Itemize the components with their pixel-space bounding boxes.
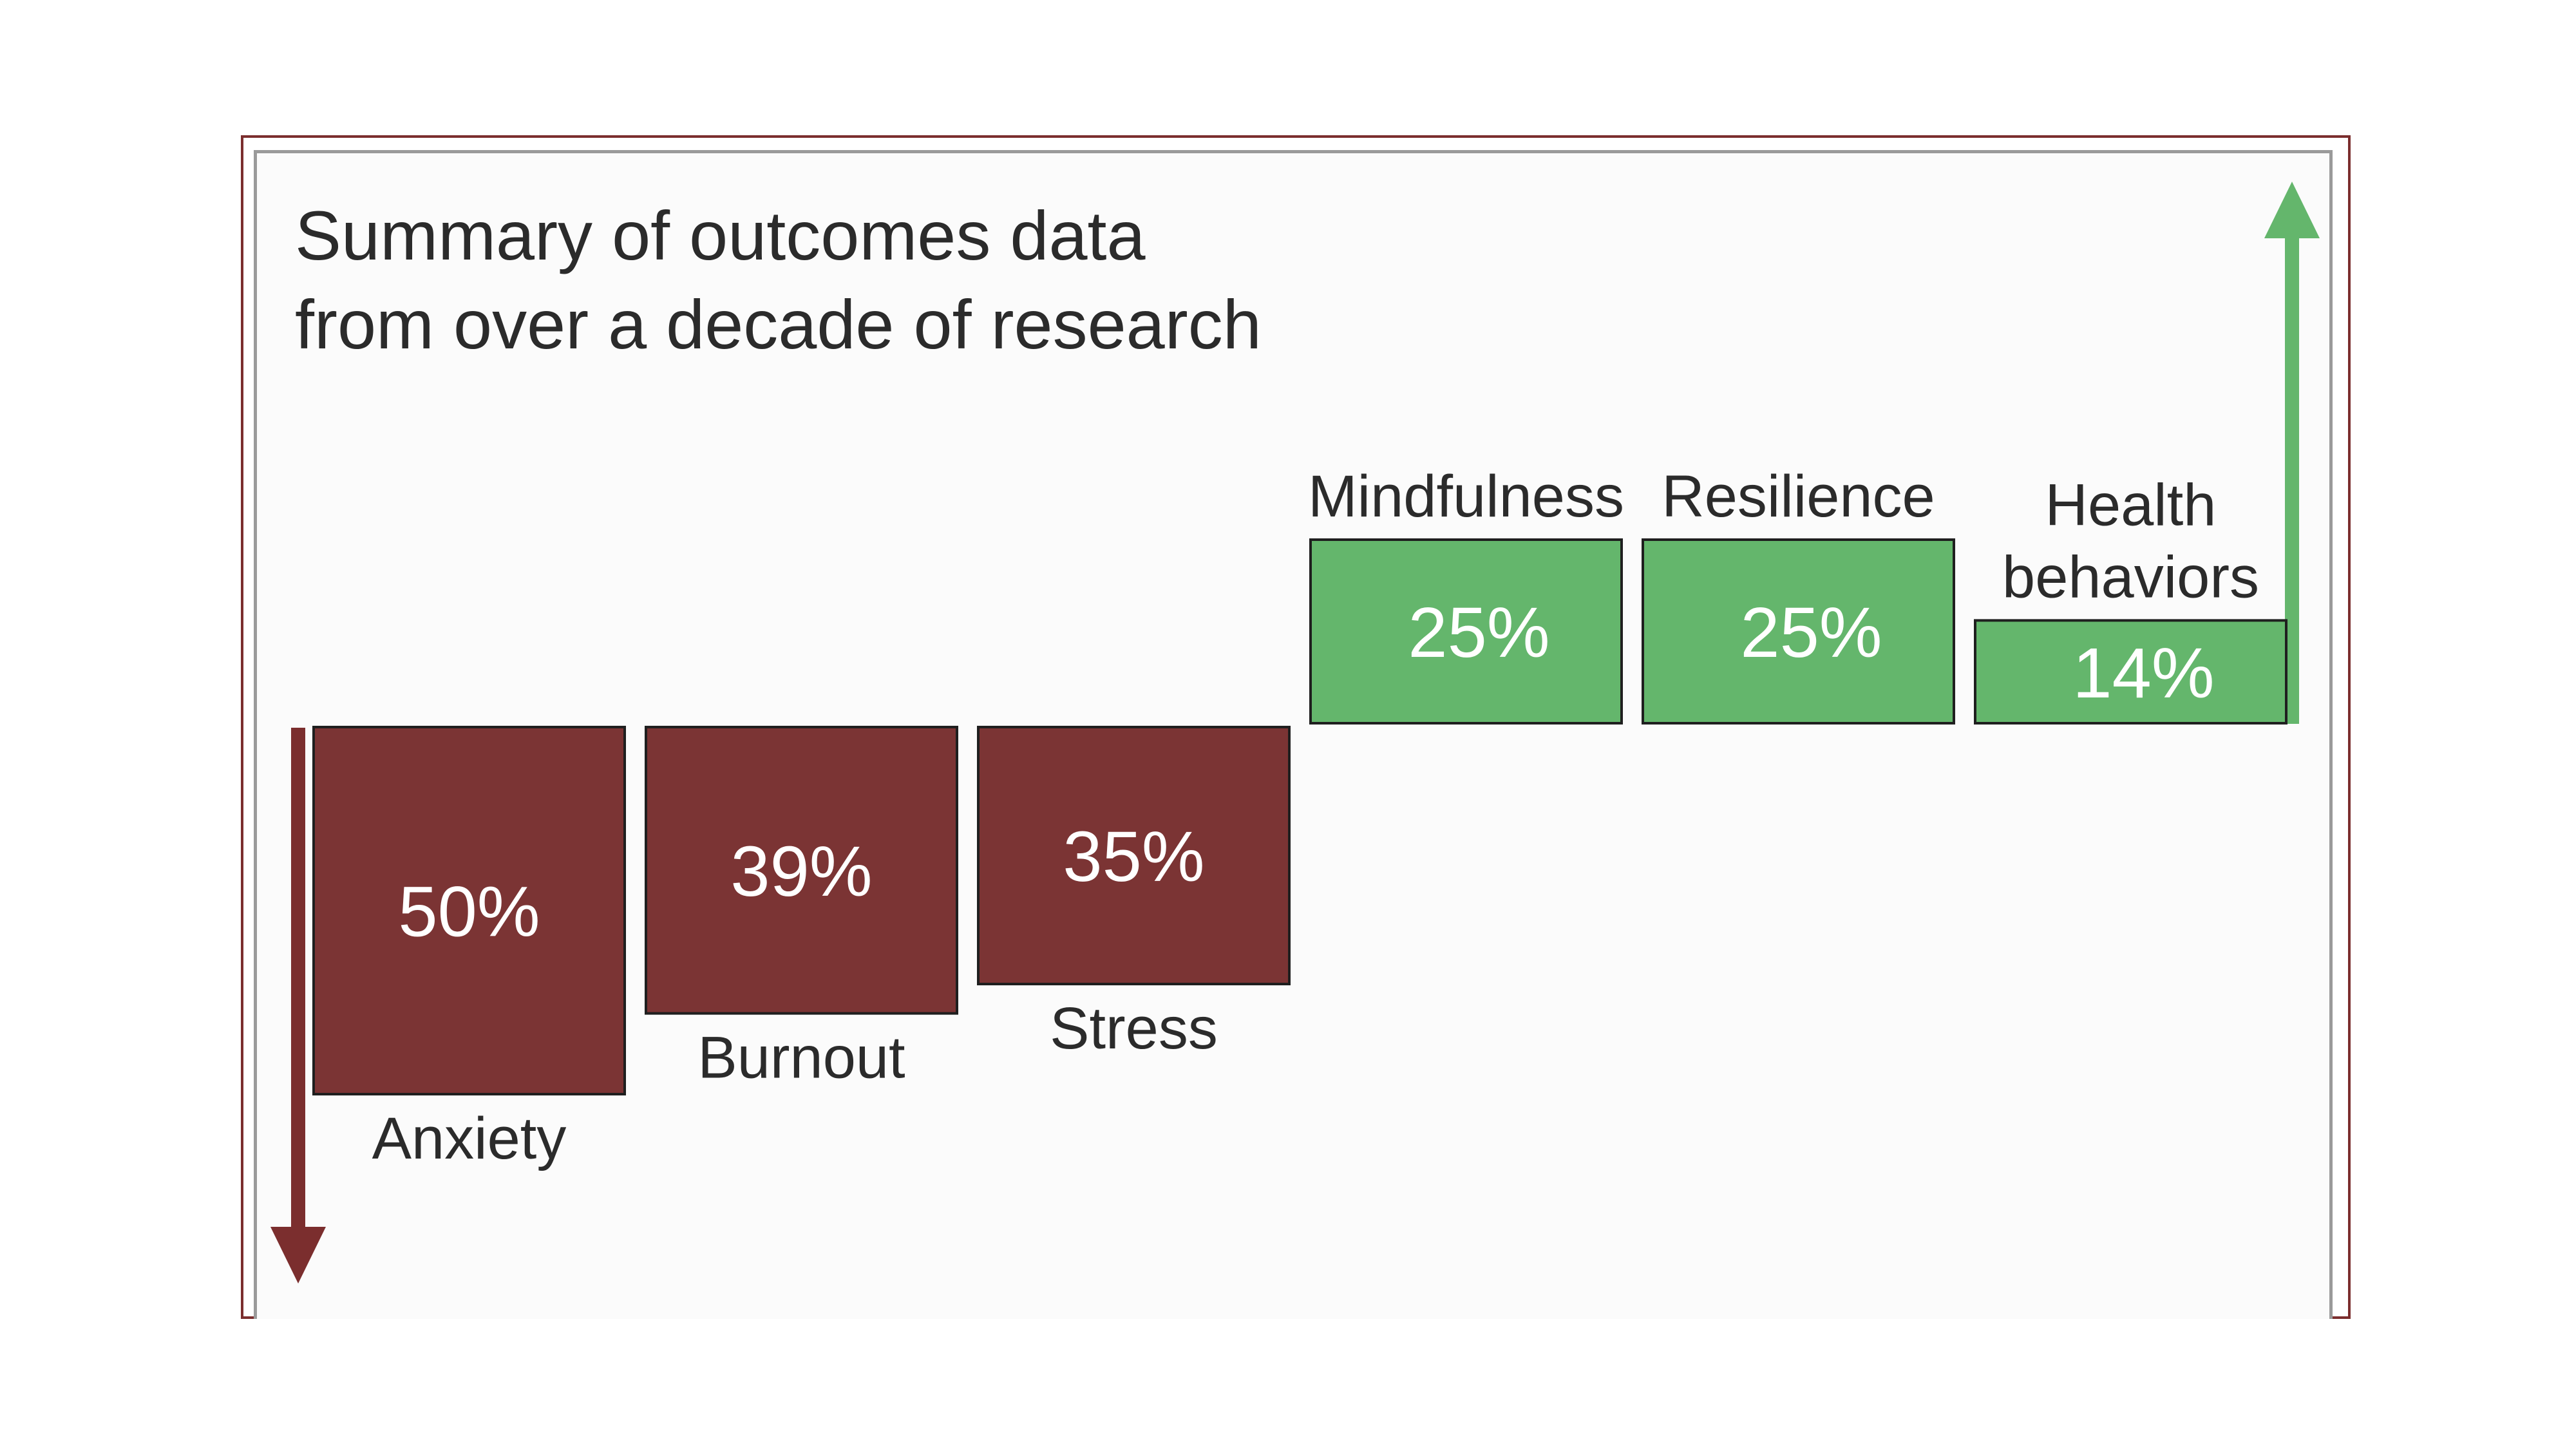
bar-burnout [645, 726, 958, 1015]
bar-stress [977, 726, 1291, 985]
value-label-health-behaviors: 14% [2072, 634, 2214, 713]
category-label-health-behaviors-line-1: Health [2045, 472, 2217, 538]
bar-health-behaviors [1974, 619, 2287, 725]
chart-title-line-2: from over a decade of research [295, 285, 1262, 363]
bar-anxiety [312, 726, 626, 1095]
value-label-resilience: 25% [1740, 593, 1882, 672]
category-label-anxiety: Anxiety [372, 1106, 567, 1171]
category-label-burnout: Burnout [697, 1025, 905, 1091]
value-label-mindfulness: 25% [1408, 593, 1549, 672]
value-label-anxiety: 50% [398, 873, 540, 952]
bar-resilience [1642, 538, 1955, 724]
down-arrow-head [270, 1227, 326, 1283]
chart-title-line-1: Summary of outcomes data [295, 196, 1146, 274]
down-arrow-shaft [291, 728, 305, 1236]
up-arrow-head [2264, 182, 2320, 238]
category-label-health-behaviors-line-2: behaviors [2002, 544, 2259, 610]
up-arrow-shaft [2285, 233, 2299, 724]
bar-mindfulness [1309, 538, 1623, 724]
category-label-resilience: Resilience [1662, 464, 1935, 529]
value-label-burnout: 39% [730, 832, 872, 911]
category-label-stress: Stress [1050, 996, 1218, 1061]
category-label-mindfulness: Mindfulness [1308, 464, 1624, 529]
value-label-stress: 35% [1063, 817, 1204, 896]
